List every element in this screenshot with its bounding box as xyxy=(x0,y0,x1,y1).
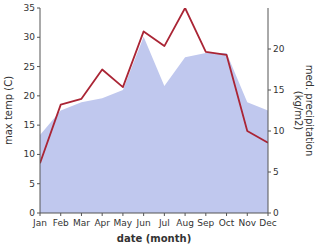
x-tick-label: Apr xyxy=(94,218,110,228)
x-tick-label: Sep xyxy=(197,218,214,228)
y-tick xyxy=(37,183,40,184)
y2-tick-label: 10 xyxy=(273,126,285,136)
y2-axis-label: med. precipitation(kg/m2) xyxy=(293,65,315,157)
y-tick xyxy=(37,154,40,155)
y-tick-label: 0 xyxy=(29,208,35,218)
x-tick-label: Feb xyxy=(53,218,69,228)
x-tick xyxy=(247,213,248,216)
y2-tick xyxy=(268,90,271,91)
x-tick xyxy=(185,213,186,216)
x-tick xyxy=(164,213,165,216)
x-tick-label: Mar xyxy=(73,218,90,228)
area xyxy=(40,37,268,213)
x-axis-label: date (month) xyxy=(117,233,191,244)
y-tick-label: 35 xyxy=(24,3,35,13)
y-axis-label: max temp (C) xyxy=(3,76,14,145)
x-tick-label: Nov xyxy=(238,218,256,228)
x-tick-label: Oct xyxy=(219,218,235,228)
chart: JanFebMarAprMayJunJulAugSepOctNovDec0510… xyxy=(0,0,318,247)
y2-tick-label: 0 xyxy=(273,208,279,218)
x-tick xyxy=(60,213,61,216)
y2-axis-line xyxy=(268,8,269,213)
x-tick-label: Jul xyxy=(158,218,170,228)
x-tick-label: Jan xyxy=(32,218,47,228)
y-tick xyxy=(37,37,40,38)
y-tick-label: 10 xyxy=(24,149,36,159)
y2-tick xyxy=(268,172,271,173)
x-tick-label: Dec xyxy=(259,218,276,228)
x-tick xyxy=(143,213,144,216)
x-tick xyxy=(122,213,123,216)
x-tick xyxy=(226,213,227,216)
x-tick-label: Aug xyxy=(176,218,194,228)
y-tick-label: 30 xyxy=(24,32,36,42)
y-tick-label: 25 xyxy=(24,62,35,72)
y-tick xyxy=(37,66,40,67)
y-tick xyxy=(37,8,40,9)
x-axis-line xyxy=(40,213,268,214)
y-tick-label: 5 xyxy=(29,179,35,189)
plot-area xyxy=(40,8,268,213)
y-tick xyxy=(37,125,40,126)
y2-tick-label: 5 xyxy=(273,167,279,177)
y2-tick-label: 20 xyxy=(273,44,285,54)
y2-tick xyxy=(268,131,271,132)
y2-axis-label-line: (kg/m2) xyxy=(293,91,304,131)
y2-axis-label-line: med. precipitation xyxy=(304,65,315,157)
line xyxy=(40,8,268,163)
y-tick xyxy=(37,95,40,96)
x-tick xyxy=(102,213,103,216)
y-tick-label: 20 xyxy=(24,91,36,101)
y-tick-label: 15 xyxy=(24,120,35,130)
y-tick xyxy=(37,213,40,214)
x-tick-label: Jun xyxy=(136,218,151,228)
y2-tick xyxy=(268,213,271,214)
y-axis-line xyxy=(40,8,41,213)
x-tick xyxy=(81,213,82,216)
y2-tick xyxy=(268,49,271,50)
x-tick xyxy=(205,213,206,216)
x-tick-label: May xyxy=(114,218,133,228)
y2-tick-label: 15 xyxy=(273,85,284,95)
